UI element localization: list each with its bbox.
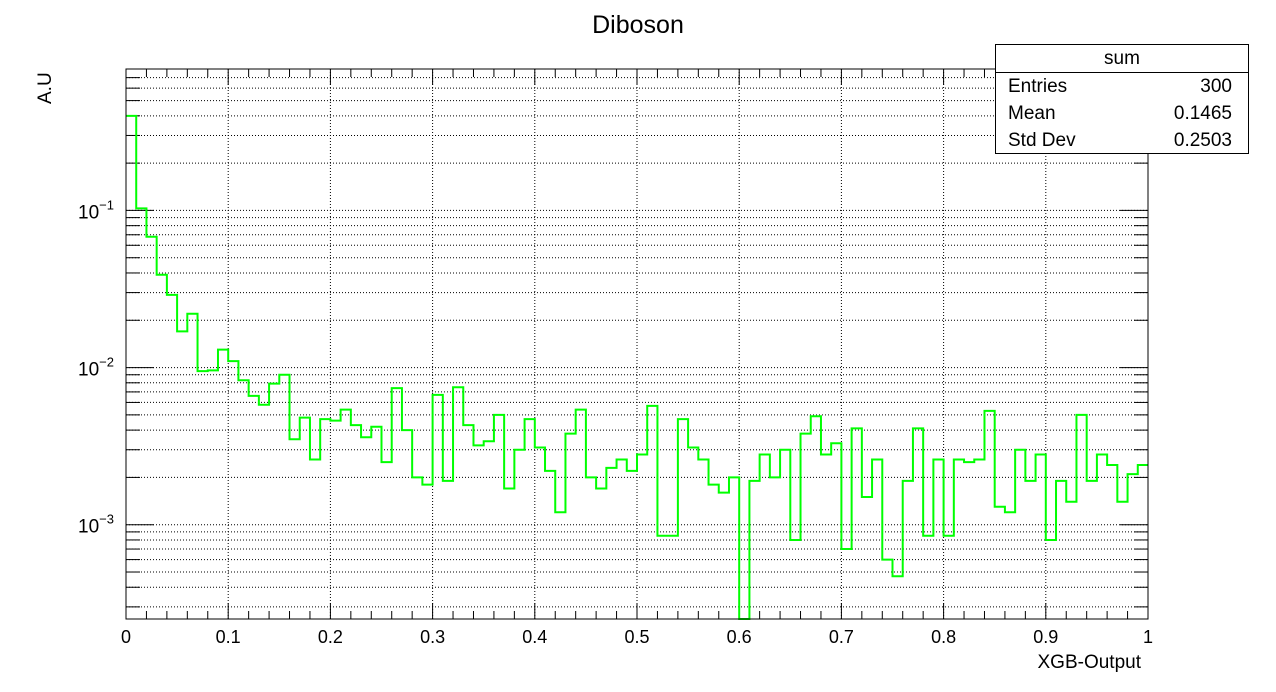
y-tick-label: 10−1 xyxy=(78,197,114,223)
y-tick-label: 10−2 xyxy=(78,355,114,381)
chart-title: Diboson xyxy=(592,11,684,39)
y-tick-exponent: −2 xyxy=(99,355,114,370)
mean-value: 0.1465 xyxy=(1173,103,1232,124)
y-axis-label: A.U xyxy=(35,72,56,104)
x-tick-label: 0.7 xyxy=(829,627,854,647)
mean-label: Mean xyxy=(1008,103,1056,124)
x-axis-label: XGB-Output xyxy=(1038,652,1142,673)
y-tick-label: 10−3 xyxy=(78,512,114,538)
x-tick-label: 0.6 xyxy=(727,627,752,647)
grid xyxy=(126,69,1148,619)
x-tick-label: 0.5 xyxy=(624,627,649,647)
plot-frame xyxy=(125,68,1149,620)
x-tick-label: 0 xyxy=(121,627,131,647)
x-tick-label: 0.2 xyxy=(318,627,343,647)
stats-row-stddev: Std Dev 0.2503 xyxy=(996,127,1248,154)
entries-value: 300 xyxy=(1200,76,1232,97)
x-tick-label: 0.1 xyxy=(216,627,241,647)
y-tick-base: 10 xyxy=(78,202,99,223)
stats-row-mean: Mean 0.1465 xyxy=(996,100,1248,127)
x-tick-label: 0.4 xyxy=(522,627,547,647)
x-tick-label: 0.3 xyxy=(420,627,445,647)
x-tick-label: 0.8 xyxy=(931,627,956,647)
histogram-line xyxy=(126,114,1148,620)
stats-box: sum Entries 300 Mean 0.1465 Std Dev 0.25… xyxy=(995,44,1249,154)
stddev-value: 0.2503 xyxy=(1173,130,1232,151)
tick-labels: 0 0.1 0.2 0.3 0.4 0.5 0.6 0.7 0.8 0.9 110−110−210−… xyxy=(78,197,1153,647)
y-tick-base: 10 xyxy=(78,360,99,381)
stddev-label: Std Dev xyxy=(1008,130,1076,151)
y-tick-exponent: −1 xyxy=(99,197,114,212)
y-tick-base: 10 xyxy=(78,517,99,538)
x-tick-label: 1 xyxy=(1143,627,1153,647)
entries-label: Entries xyxy=(1008,76,1068,97)
stats-title: sum xyxy=(996,45,1248,73)
stats-row-entries: Entries 300 xyxy=(996,73,1248,100)
x-tick-label: 0.9 xyxy=(1033,627,1058,647)
y-tick-exponent: −3 xyxy=(99,512,114,527)
